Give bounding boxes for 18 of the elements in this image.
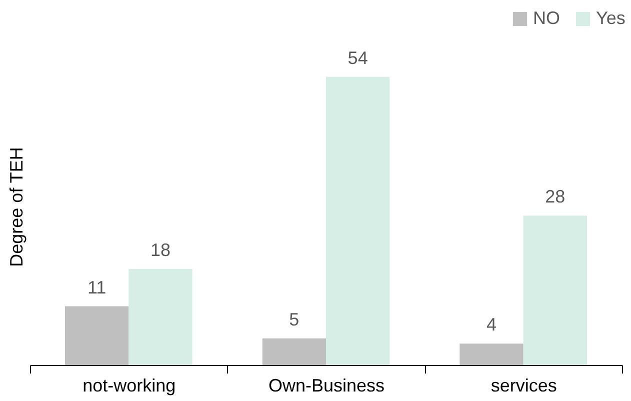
- x-tick-label: Own-Business: [268, 376, 385, 396]
- data-label: 28: [545, 186, 566, 207]
- bar: [326, 76, 390, 365]
- bar: [65, 306, 129, 365]
- bar: [460, 344, 524, 365]
- data-label: 4: [486, 314, 497, 335]
- bar: [523, 216, 587, 365]
- data-label: 11: [87, 277, 106, 298]
- legend-label: NO: [533, 8, 560, 28]
- x-tick-label: services: [490, 376, 557, 396]
- legend-label: Yes: [596, 8, 626, 28]
- data-label: 54: [348, 48, 368, 68]
- bar: [262, 338, 326, 365]
- data-label: 5: [289, 309, 300, 330]
- bar: [128, 268, 192, 365]
- y-axis-title: Degree of TEH: [6, 147, 26, 267]
- data-label: 18: [150, 240, 171, 260]
- x-tick-label: not-working: [82, 376, 176, 396]
